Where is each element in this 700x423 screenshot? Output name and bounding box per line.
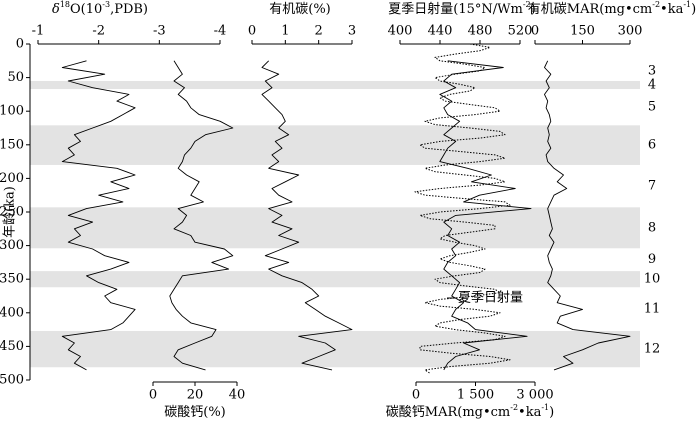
stage-label: 7 [648, 179, 656, 194]
stage-band [30, 125, 640, 165]
stage-label: 8 [648, 220, 656, 235]
x-tick-label: -2 [92, 24, 105, 39]
title-part: 夏季日射量(15°N/Wm [388, 1, 523, 17]
stage-band [30, 271, 640, 288]
x-tick-label: 440 [428, 24, 453, 39]
x-tick-label: 150 [570, 24, 595, 39]
title-part: •ka [518, 405, 542, 420]
data-line [61, 60, 136, 371]
title-part: -1 [541, 403, 549, 412]
x-tick-label: 0 [531, 24, 539, 39]
x-tick-label: -1 [32, 24, 45, 39]
y-tick-label: 450 [0, 339, 24, 354]
data-line [169, 60, 234, 371]
y-tick-label: 400 [0, 305, 24, 320]
stage-band [30, 207, 640, 249]
title-part: O(10 [70, 2, 102, 17]
x-tick-label: 3 [348, 24, 356, 39]
y-tick-label: 150 [0, 137, 24, 152]
x-axis-title: 有机碳MAR(mg•cm-2•ka-1) [528, 0, 696, 17]
annotation: 夏季日射量 [458, 290, 523, 306]
title-part: •ka [660, 2, 684, 17]
stage-label: 3 [648, 63, 656, 78]
x-tick-label: 1 [281, 24, 289, 39]
title-part: δ [52, 2, 60, 17]
stage-label: 12 [644, 342, 661, 357]
stage-label: 11 [644, 302, 661, 317]
title-part: -3 [102, 0, 110, 9]
stage-label: 6 [648, 138, 656, 153]
stage-label: 5 [648, 100, 656, 115]
x-tick-label: 520 [508, 24, 533, 39]
y-axis-title: 年龄(ka) [3, 186, 18, 238]
title-part: -2 [510, 403, 518, 412]
x-axis-title: 有机碳(%) [269, 2, 331, 17]
x-tick-label: -3 [153, 24, 166, 39]
title-part: ,PDB) [110, 2, 148, 17]
data-line [544, 60, 631, 371]
y-tick-label: 250 [0, 205, 24, 220]
x-tick-label: 2 [315, 24, 323, 39]
x-tick-label: 300 [618, 24, 643, 39]
x-tick-label: 40 [229, 388, 246, 403]
title-part: -2 [652, 0, 660, 9]
data-line [439, 60, 532, 371]
data-line [261, 60, 353, 371]
title-part: -1 [683, 0, 691, 9]
title-part: 有机碳MAR(mg•cm [528, 2, 652, 17]
x-axis-title: δ18O(10-3,PDB) [52, 0, 148, 17]
y-tick-label: 50 [7, 70, 24, 85]
x-tick-label: 480 [468, 24, 493, 39]
y-tick-label: 200 [0, 171, 24, 186]
title-part: 碳酸钙(%) [164, 405, 226, 420]
title-part: ) [691, 2, 696, 17]
x-tick-label: -4 [214, 24, 227, 39]
x-axis-title: 夏季日射量(15°N/Wm-2) [388, 0, 535, 17]
title-part: 18 [60, 0, 70, 9]
y-tick-label: 300 [0, 238, 24, 253]
x-axis-title: 碳酸钙(%) [164, 405, 226, 420]
x-tick-label: 3 000 [516, 388, 553, 403]
stage-band [30, 80, 640, 90]
x-tick-label: 1 500 [457, 388, 494, 403]
x-tick-label: 0 [248, 24, 256, 39]
x-tick-label: 400 [388, 24, 413, 39]
stage-label: 9 [648, 252, 656, 267]
title-part: ) [549, 405, 554, 420]
data-line [414, 43, 511, 374]
stage-label: 4 [648, 77, 656, 92]
y-tick-label: 0 [16, 37, 24, 52]
title-part: 碳酸钙MAR(mg•cm [386, 405, 510, 420]
y-tick-label: 350 [0, 272, 24, 287]
x-axis-title: 碳酸钙MAR(mg•cm-2•ka-1) [386, 403, 554, 420]
title-part: -2 [523, 0, 531, 9]
y-tick-label: 500 [0, 373, 24, 388]
x-tick-label: 0 [149, 388, 157, 403]
y-tick-label: 100 [0, 104, 24, 119]
x-tick-label: 20 [187, 388, 204, 403]
stage-label: 10 [644, 272, 661, 287]
title-part: ) [531, 2, 536, 17]
title-part: 有机碳(%) [269, 2, 331, 17]
x-tick-label: 0 [412, 388, 420, 403]
